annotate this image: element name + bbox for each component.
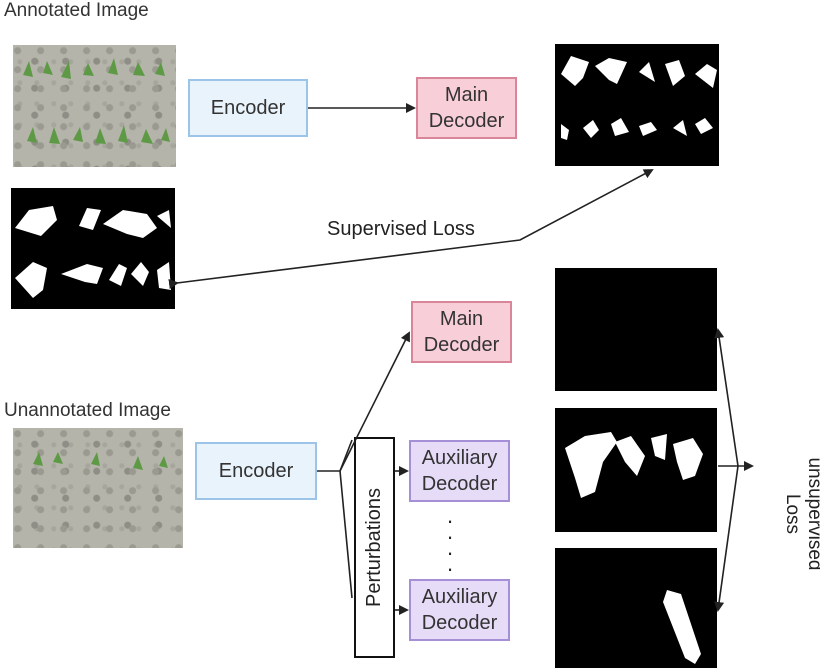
- aux-output-2-graphic: [663, 590, 701, 664]
- perturbations-box: Perturbations: [354, 437, 395, 658]
- split-to-perturbations-bottom-line: [339, 470, 353, 599]
- supervised-loss-arrow: [168, 169, 654, 289]
- unannotated-image-title: Unannotated Image: [4, 400, 171, 421]
- split-to-perturbations-top-line: [339, 439, 353, 472]
- annotated-image-title: Annotated Image: [4, 0, 149, 21]
- main-decoder-box-bottom: Main Decoder: [411, 301, 512, 363]
- predicted-mask-graphic: [561, 56, 717, 140]
- auxiliary-decoder-box-2: Auxiliary Decoder: [409, 579, 510, 641]
- ground-truth-mask: [11, 188, 175, 309]
- aux-output-1-graphic: [565, 432, 703, 498]
- split-to-main-decoder-arrow: [339, 331, 410, 472]
- predicted-mask-top: [555, 44, 719, 166]
- sparse-plants-graphic: [33, 452, 168, 470]
- annotated-field-photo: [13, 45, 176, 167]
- auxiliary-decoder-box-1: Auxiliary Decoder: [409, 440, 510, 502]
- ground-truth-mask-graphic: [15, 206, 171, 298]
- unsupervised-to-main-output-arrow: [714, 328, 739, 467]
- encoder-box-bottom: Encoder: [195, 442, 317, 500]
- encoder-box-top: Encoder: [188, 79, 308, 137]
- plant-rows-graphic: [23, 58, 170, 144]
- aux-decoder-1-output-mask: [555, 408, 717, 532]
- unannotated-field-photo: [13, 428, 183, 548]
- main-decoder-box-top: Main Decoder: [416, 77, 517, 139]
- aux-decoder-2-output-mask: [555, 548, 717, 668]
- unsupervised-to-aux-2-output-arrow: [714, 465, 739, 612]
